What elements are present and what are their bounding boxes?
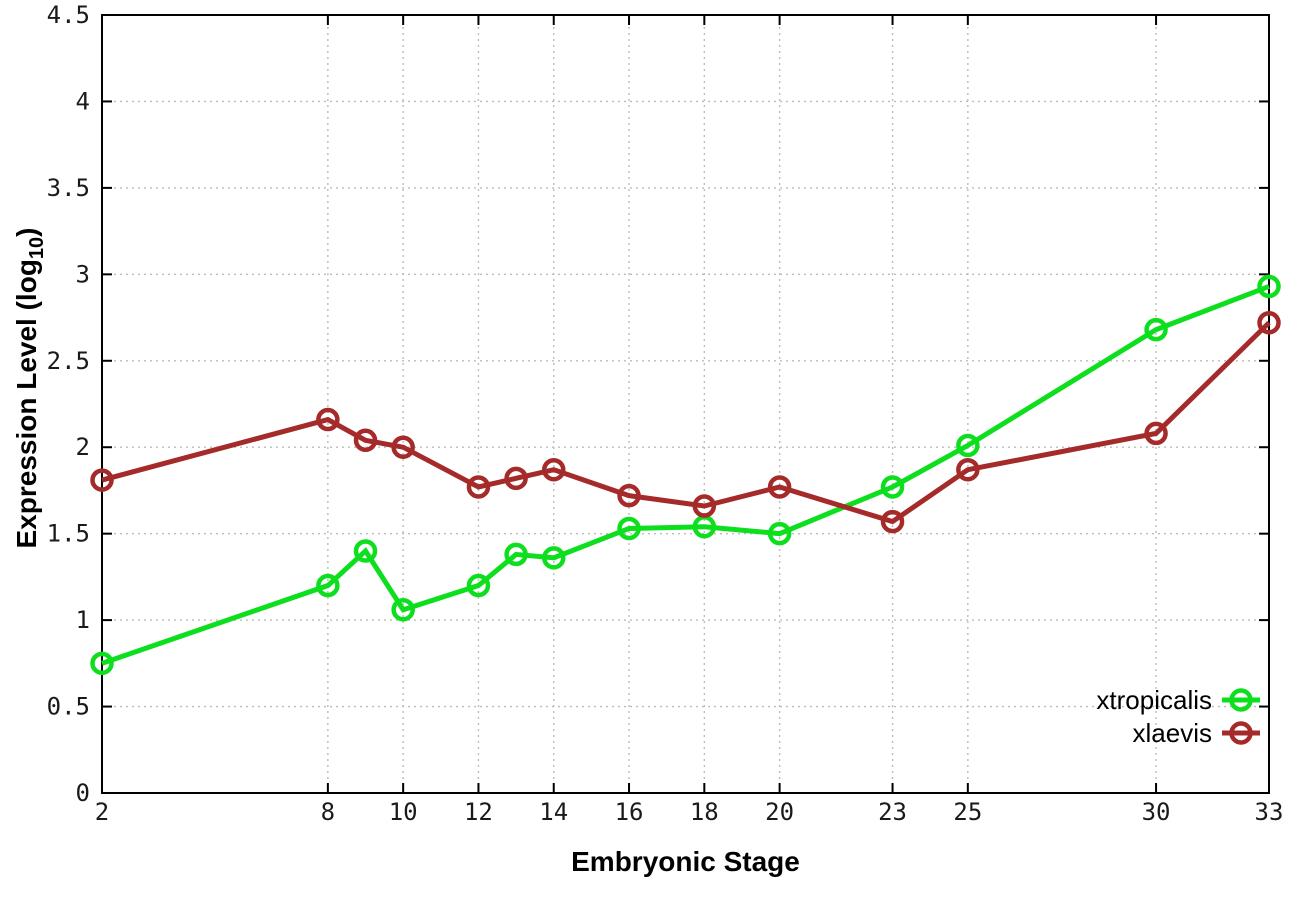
data-point-xlaevis [353,428,378,453]
y-tick-label: 4 [76,87,90,115]
plot-border [101,14,1270,794]
y-tick-label: 1.5 [47,520,90,548]
legend-label-xtropicalis: xtropicalis [1096,685,1212,715]
data-point-xtropicalis [504,542,528,567]
data-point-xtropicalis [391,597,415,622]
legend-label-xlaevis: xlaevis [1133,718,1212,748]
y-tick-label: 3 [76,260,90,288]
y-axis-title-close: ) [11,227,43,237]
data-point-xlaevis [617,483,641,508]
x-tick-label: 8 [321,798,335,826]
y-tick-label: 0.5 [47,693,90,721]
y-tick-label: 3.5 [47,174,90,202]
y-tick-label: 0 [76,779,90,807]
series-line-xlaevis [101,320,1271,525]
y-axis-title-sub: 10 [25,236,48,260]
data-point-xlaevis [767,475,792,499]
data-point-xtropicalis [316,573,340,598]
x-tick-label: 30 [1142,798,1171,826]
x-tick-label: 18 [690,798,719,826]
series-line-xtropicalis [101,284,1270,666]
x-tick-label: 33 [1255,798,1284,826]
data-point-xtropicalis [353,539,378,563]
x-tick-label: 14 [539,798,568,826]
y-tick-label: 4.5 [47,1,90,29]
y-axis-title-main: Expression Level (log [11,259,43,549]
x-tick-label: 23 [878,798,907,826]
data-point-xlaevis [316,407,340,432]
y-tick-label: 1 [76,606,90,634]
data-point-xtropicalis [880,475,905,499]
x-tick-label: 10 [389,798,418,826]
data-point-xtropicalis [617,516,641,541]
x-axis-title: Embryonic Stage [571,846,800,877]
data-point-xtropicalis [466,573,491,598]
data-point-xlaevis [541,457,566,482]
x-tick-label: 20 [765,798,794,826]
data-point-xlaevis [956,457,980,482]
legend-marker-xlaevis [1229,721,1253,745]
y-axis-title: Expression Level (log10) [11,228,49,549]
x-tick-label: 2 [95,798,109,826]
data-point-xtropicalis [956,433,980,458]
x-tick-label: 12 [464,798,493,826]
y-tick-label: 2 [76,433,90,461]
data-point-xlaevis [880,509,905,534]
data-point-xlaevis [391,435,415,459]
legend-marker-xtropicalis [1229,688,1253,712]
x-tick-label: 25 [953,798,982,826]
data-point-xtropicalis [1144,317,1168,342]
data-point-xlaevis [90,468,114,492]
data-point-xtropicalis [767,521,792,546]
data-point-xlaevis [692,494,717,518]
data-point-xlaevis [1257,310,1281,335]
data-point-xtropicalis [90,651,114,676]
data-point-xtropicalis [541,546,566,570]
data-point-xlaevis [1144,421,1168,446]
data-point-xlaevis [466,475,491,499]
y-tick-label: 2.5 [47,347,90,375]
data-point-xtropicalis [1257,274,1281,299]
x-tick-label: 16 [615,798,644,826]
data-point-xlaevis [504,466,528,491]
